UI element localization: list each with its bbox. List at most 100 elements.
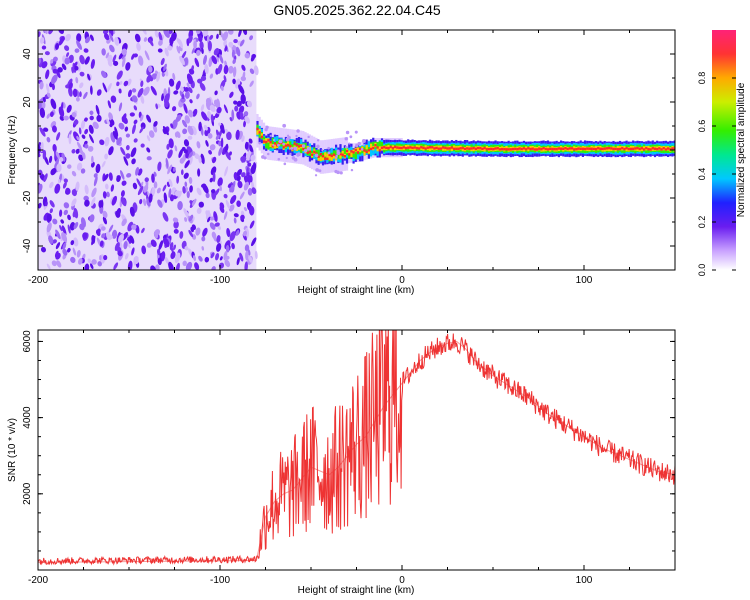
noise-blob [249,220,255,229]
signal-mark [535,148,539,151]
noise-blob [244,244,250,252]
signal-mark [321,154,325,158]
noise-blob [178,148,183,158]
noise-blob [146,147,151,153]
signal-mark [584,147,587,151]
noise-blob [243,120,246,128]
noise-blob [129,112,135,117]
signal-mark [308,150,312,154]
signal-mark [575,148,578,151]
signal-mark [369,147,373,151]
noise-blob [233,217,237,224]
spectrogram-signal-band [256,114,675,177]
signal-mark [481,147,484,151]
signal-speckle [321,149,324,152]
signal-mark [590,147,593,150]
signal-mark [666,147,670,150]
noise-blob [92,121,99,129]
noise-blob [232,66,237,78]
noise-blob [240,214,245,220]
signal-mark [446,147,449,150]
signal-mark [387,146,390,150]
signal-mark [265,141,268,149]
noise-blob [224,143,229,153]
noise-blob [199,41,204,50]
noise-blob [187,75,192,84]
signal-mark [459,147,462,150]
signal-mark [579,147,582,150]
noise-blob [134,33,141,43]
signal-mark [273,142,277,145]
noise-blob [125,62,131,71]
signal-mark [332,153,336,156]
noise-blob [44,51,50,56]
signal-speckle [355,143,359,148]
noise-blob [124,253,129,260]
noise-blob [89,34,94,42]
noise-blob [110,184,115,192]
signal-mark [380,142,384,150]
signal-mark [400,146,403,150]
noise-blob [223,211,228,220]
noise-blob [130,147,137,158]
noise-blob [95,104,100,116]
signal-mark [304,142,307,150]
noise-blob [127,89,132,98]
signal-mark [564,147,567,150]
noise-blob [254,250,258,260]
noise-blob [129,206,135,217]
signal-mark [258,128,261,134]
noise-blob [235,229,240,236]
noise-blob [222,31,229,41]
signal-mark [404,146,408,150]
noise-blob [211,156,217,164]
signal-speckle [278,139,283,144]
signal-mark [645,146,648,150]
snr-x-label: Height of straight line (km) [298,585,415,596]
noise-blob [131,224,137,230]
noise-blob [133,119,138,125]
noise-blob [118,122,125,130]
noise-blob [229,184,235,193]
noise-blob [71,170,77,177]
noise-blob [214,90,218,96]
noise-blob [170,251,176,260]
noise-blob [244,141,249,150]
colorbar-tick-label: 0.6 [697,120,707,133]
noise-blob [71,198,77,207]
noise-blob [76,141,83,151]
signal-mark [330,156,333,161]
noise-blob [131,95,138,103]
noise-blob [116,81,120,87]
noise-blob [235,129,240,140]
signal-mark [439,147,443,150]
signal-mark [352,151,355,154]
noise-blob [194,57,200,68]
noise-blob [146,242,152,248]
signal-mark [356,147,360,152]
noise-blob [80,168,86,174]
noise-blob [195,30,201,35]
noise-blob [60,219,65,224]
noise-blob [170,31,177,42]
noise-blob [156,187,161,194]
noise-blob [210,114,214,122]
signal-mark [673,147,675,150]
spectrogram-y-axis: -40 -20 0 20 40 [22,29,675,271]
noise-blob [82,232,88,239]
signal-mark [634,147,637,150]
signal-mark [326,153,329,158]
signal-speckle [285,137,290,142]
noise-blob [56,163,62,173]
signal-mark [324,157,327,160]
noise-blob [64,57,70,65]
signal-mark [269,141,272,144]
noise-blob [113,60,119,66]
noise-blob [201,183,207,188]
noise-blob [176,45,181,54]
signal-speckle [354,130,358,134]
noise-blob [140,95,145,104]
signal-mark [470,147,473,150]
noise-blob [146,135,151,142]
noise-blob [71,148,76,154]
